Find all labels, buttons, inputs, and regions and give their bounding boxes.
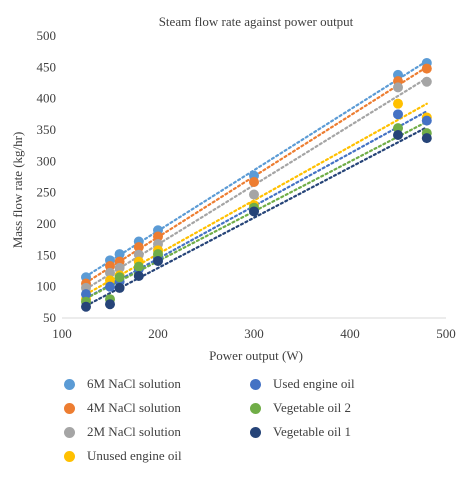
legend-item: Unused engine oil — [64, 448, 182, 464]
x-axis-label: Power output (W) — [209, 348, 303, 363]
legend-marker — [64, 402, 75, 414]
y-tick-label: 350 — [37, 122, 57, 137]
legend-marker — [64, 450, 75, 462]
y-tick-label: 50 — [43, 310, 56, 325]
legend-item: Used engine oil — [250, 376, 355, 392]
y-tick-label: 450 — [37, 59, 57, 74]
legend-label: 4M NaCl solution — [87, 400, 181, 415]
legend-item: 6M NaCl solution — [64, 376, 181, 392]
data-point — [105, 267, 115, 278]
y-tick-label: 400 — [37, 91, 57, 106]
data-point — [133, 261, 144, 272]
y-axis-label: Mass flow rate (kg/hr) — [10, 132, 25, 249]
legend-label: Vegetable oil 1 — [273, 424, 351, 439]
data-point — [105, 260, 115, 271]
data-point — [133, 242, 144, 253]
data-point — [393, 109, 403, 120]
chart-title: Steam flow rate against power output — [159, 14, 354, 29]
x-tick-label: 300 — [244, 326, 264, 341]
x-tick-label: 500 — [436, 326, 456, 341]
legend-marker — [64, 426, 75, 438]
legend-label: 2M NaCl solution — [87, 424, 181, 439]
data-point — [114, 262, 125, 273]
y-tick-label: 150 — [37, 247, 57, 262]
data-point — [249, 189, 259, 200]
data-point — [133, 271, 144, 282]
legend-item: 4M NaCl solution — [64, 400, 181, 416]
data-point — [393, 98, 403, 109]
scatter-chart: Steam flow rate against power output Mas… — [10, 14, 456, 363]
x-tick-label: 400 — [340, 326, 360, 341]
data-point — [153, 231, 163, 242]
data-point — [421, 133, 432, 144]
legend-item: Vegetable oil 1 — [250, 424, 351, 440]
legend: 6M NaCl solution 4M NaCl solution 2M NaCl … — [0, 370, 474, 481]
data-point — [153, 255, 163, 266]
data-point — [249, 206, 259, 217]
legend-label: Vegetable oil 2 — [273, 400, 351, 415]
data-point — [153, 249, 163, 260]
data-point — [421, 63, 432, 74]
legend-item: Vegetable oil 2 — [250, 400, 351, 416]
data-point — [114, 282, 125, 293]
y-tick-label: 300 — [37, 153, 57, 168]
data-point — [393, 82, 403, 93]
data-point — [114, 249, 125, 260]
legend-label: 6M NaCl solution — [87, 376, 181, 391]
data-point — [393, 123, 403, 134]
data-point — [393, 130, 403, 141]
legend-marker — [250, 378, 261, 390]
data-point — [249, 177, 259, 188]
y-tick-label: 100 — [37, 279, 57, 294]
data-point — [81, 289, 91, 300]
data-point — [133, 249, 144, 260]
legend-label: Unused engine oil — [87, 448, 182, 463]
data-point — [114, 272, 125, 283]
y-tick-label: 250 — [37, 185, 57, 200]
legend-label: Used engine oil — [273, 376, 355, 391]
legend-marker — [64, 378, 75, 390]
legend-marker — [250, 402, 261, 414]
data-point — [81, 301, 91, 312]
y-tick-label: 500 — [37, 28, 57, 43]
data-point — [421, 115, 432, 126]
data-point — [105, 299, 115, 310]
y-tick-label: 200 — [37, 216, 57, 231]
legend-item: 2M NaCl solution — [64, 424, 181, 440]
x-tick-label: 200 — [148, 326, 168, 341]
data-point — [105, 281, 115, 292]
x-tick-label: 100 — [52, 326, 72, 341]
legend-marker — [250, 426, 261, 438]
data-point — [421, 76, 432, 87]
